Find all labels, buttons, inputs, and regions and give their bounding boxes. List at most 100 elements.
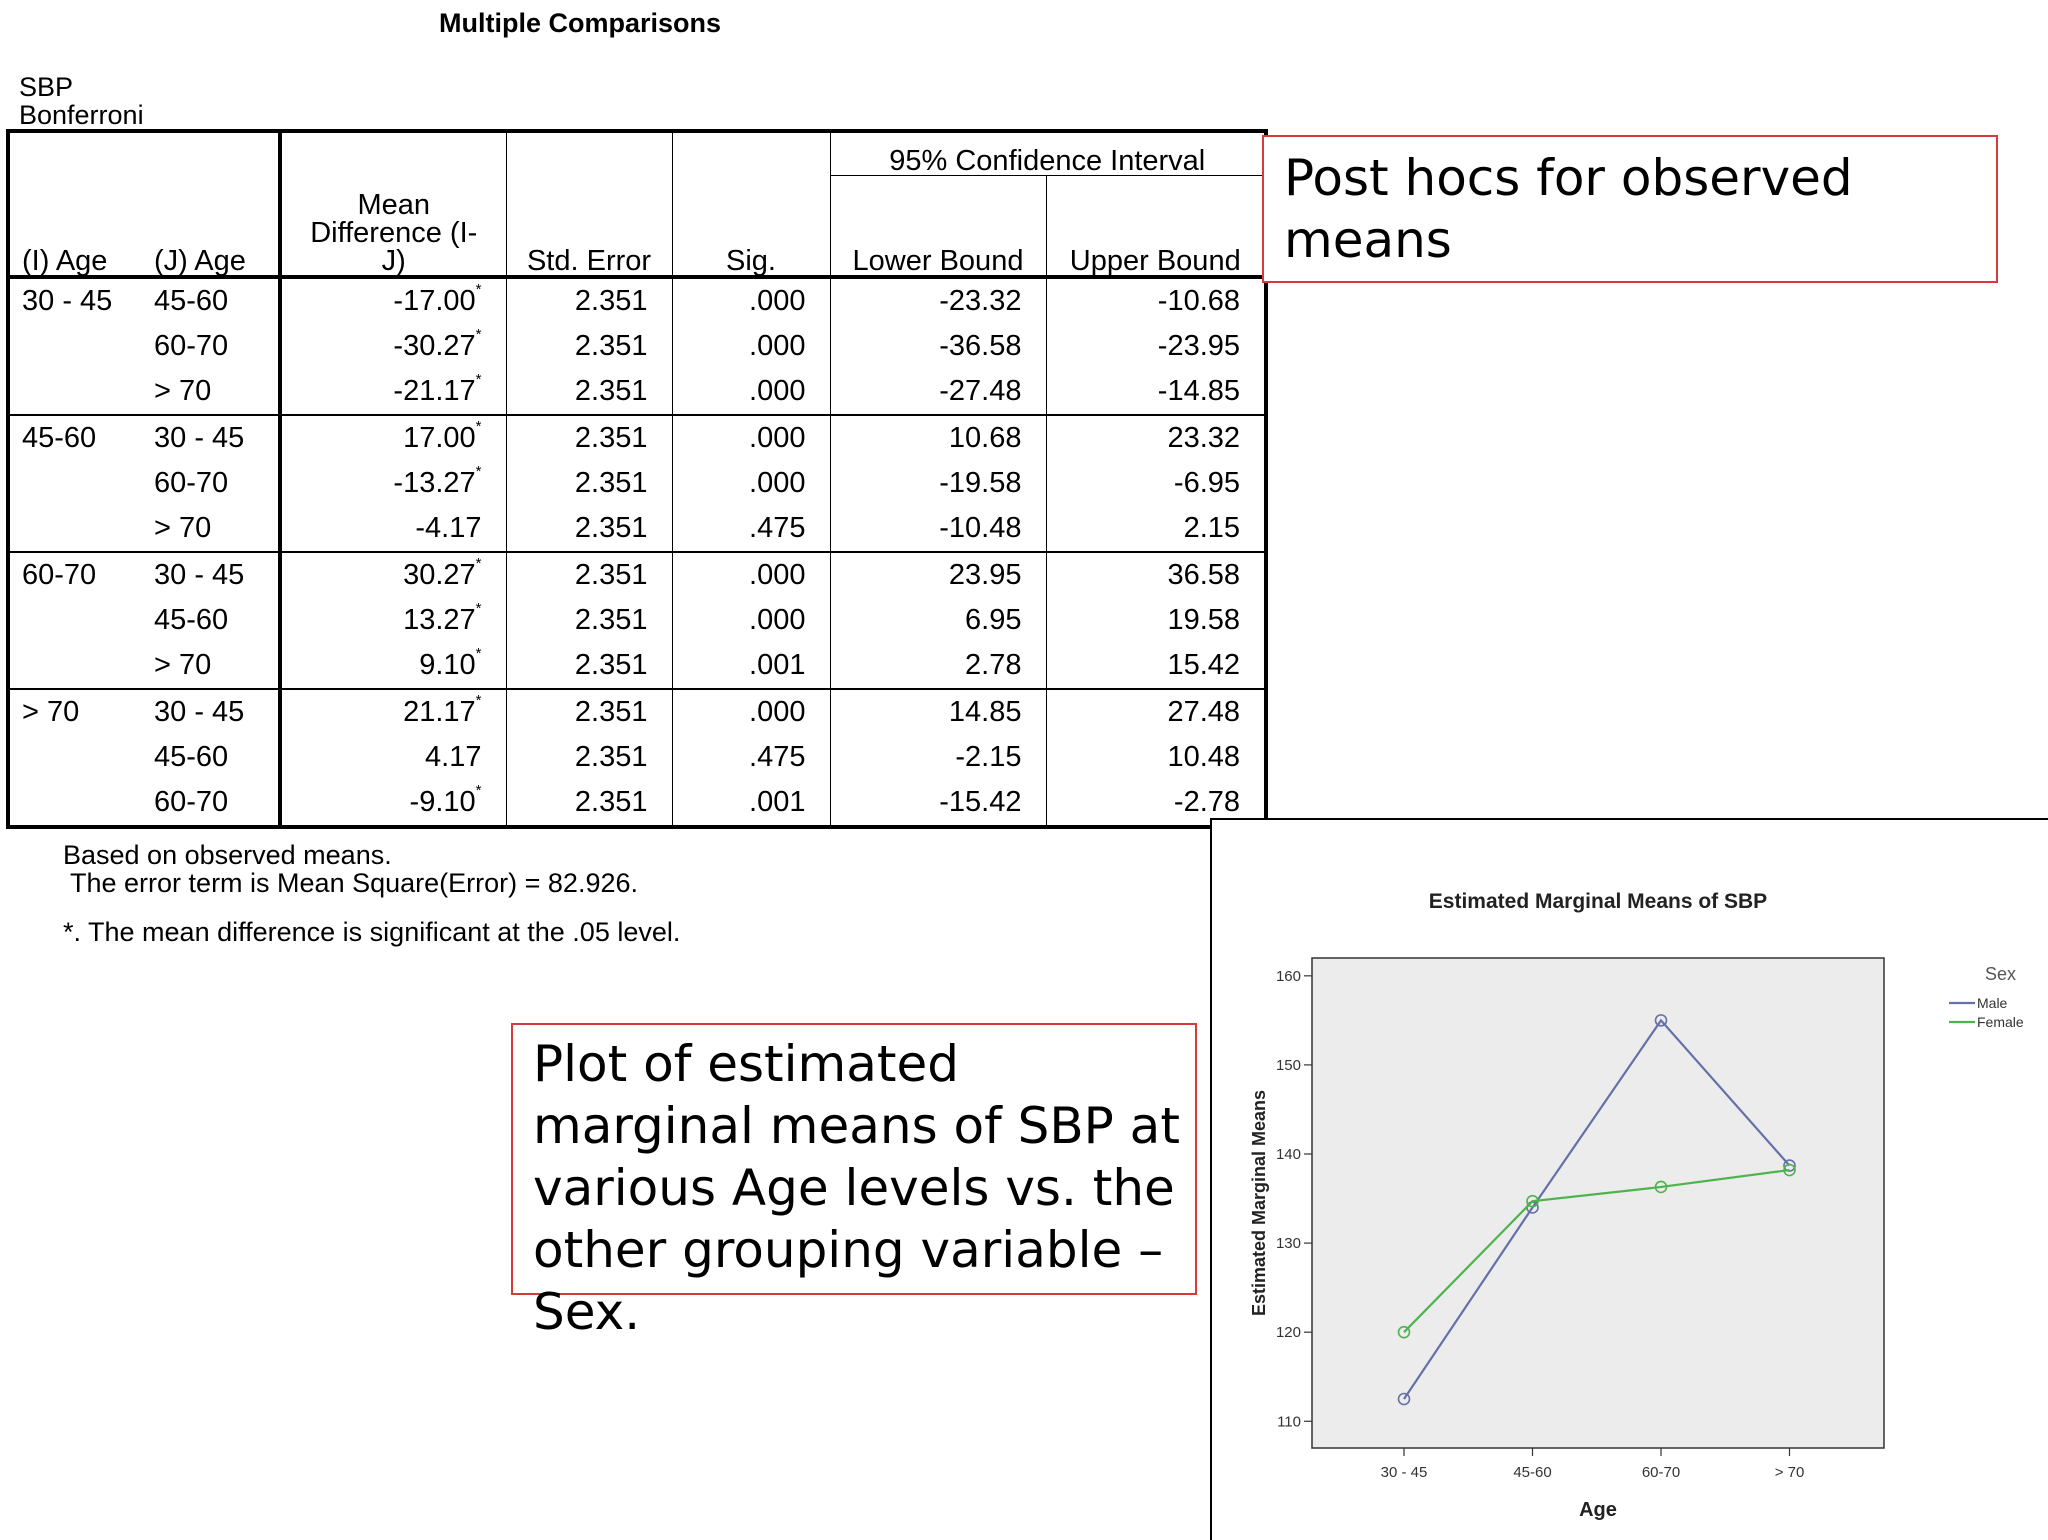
j-age-cell: > 70 — [142, 369, 282, 416]
lower-bound-cell: -15.42 — [829, 780, 1046, 827]
significance-marker: * — [475, 371, 482, 388]
y-tick-label: 120 — [1276, 1324, 1301, 1341]
i-age-cell — [8, 461, 142, 506]
j-age-cell-text: > 70 — [154, 375, 212, 407]
upper-bound-cell-text: -10.68 — [1157, 285, 1241, 317]
x-tick-label: 45-60 — [1513, 1464, 1551, 1481]
mean-difference-cell: -9.10* — [280, 780, 506, 827]
callout-plot: Plot of estimated marginal means of SBP … — [511, 1023, 1197, 1341]
std-error-cell-text: 2.351 — [574, 285, 648, 317]
std-error-cell: 2.351 — [505, 552, 672, 598]
j-age-cell: 60-70 — [142, 324, 282, 369]
upper-bound-cell-text: 36.58 — [1167, 559, 1241, 591]
significance-marker: * — [475, 418, 482, 435]
i-age-cell — [8, 324, 142, 369]
mean-difference-cell: 4.17 — [280, 735, 506, 780]
std-error-cell-text: 2.351 — [574, 741, 648, 773]
j-age-cell-text: 45-60 — [154, 741, 229, 773]
table-row: 60-70 -13.27* 2.351 .000 -19.58 -6.95 — [8, 461, 1267, 506]
i-age-cell — [8, 598, 142, 643]
lower-bound-cell-text: 14.85 — [948, 696, 1022, 728]
lower-bound-cell: 2.78 — [829, 643, 1046, 690]
callout-plot-text: Plot of estimated marginal means of SBP … — [533, 1035, 1180, 1341]
y-tick-label: 130 — [1276, 1235, 1301, 1252]
lower-bound-cell: -23.32 — [829, 277, 1046, 324]
i-age-cell-text: 60-70 — [22, 559, 97, 591]
significance-marker: * — [475, 326, 482, 343]
significance-marker: * — [475, 645, 482, 662]
i-age-cell — [8, 780, 142, 827]
upper-bound-cell: -6.95 — [1045, 461, 1267, 506]
x-tick-label: > 70 — [1775, 1464, 1805, 1481]
sig-cell: .000 — [671, 324, 830, 369]
j-age-cell: 60-70 — [142, 461, 282, 506]
header-i-age: (I) Age — [8, 131, 142, 279]
i-age-cell: 60-70 — [8, 552, 142, 598]
table-title: Multiple Comparisons — [438, 8, 722, 38]
sig-cell: .475 — [671, 735, 830, 780]
y-tick-label: 140 — [1276, 1146, 1301, 1163]
y-axis-label: Estimated Marginal Means — [1249, 1090, 1269, 1316]
table-row: 45-60 4.17 2.351 .475 -2.15 10.48 — [8, 735, 1267, 780]
std-error-cell-text: 2.351 — [574, 330, 648, 362]
std-error-cell: 2.351 — [505, 780, 672, 827]
series-line-male — [1403, 1018, 1791, 1400]
upper-bound-cell: 27.48 — [1045, 689, 1267, 735]
x-tick-label: 60-70 — [1642, 1464, 1680, 1481]
header-sig: Sig. — [671, 131, 830, 279]
sig-cell-text: .001 — [749, 786, 806, 818]
lower-bound-cell: -27.48 — [829, 369, 1046, 416]
std-error-cell: 2.351 — [505, 735, 672, 780]
significance-marker: * — [475, 281, 482, 298]
sig-cell-text: .000 — [749, 375, 806, 407]
table-row: 60-70 -9.10* 2.351 .001 -15.42 -2.78 — [8, 780, 1267, 827]
header-mean-difference: Mean Difference (I-J) — [280, 131, 506, 279]
lower-bound-cell-text: -36.58 — [939, 330, 1022, 362]
j-age-cell: 45-60 — [142, 598, 282, 643]
table-row: 60-70 30 - 45 30.27* 2.351 .000 23.95 36.58 — [8, 552, 1267, 598]
mean-difference-cell-text: -4.17 — [415, 512, 482, 544]
y-tick-label: 150 — [1276, 1057, 1301, 1074]
upper-bound-cell-text: 10.48 — [1167, 741, 1241, 773]
j-age-cell: 30 - 45 — [142, 415, 282, 461]
j-age-cell-text: 30 - 45 — [154, 422, 245, 454]
data-point-male — [1397, 1392, 1411, 1406]
i-age-cell: > 70 — [8, 689, 142, 735]
table-row: 45-60 30 - 45 17.00* 2.351 .000 10.68 23.32 — [8, 415, 1267, 461]
table-row: 30 - 45 45-60 -17.00* 2.351 .000 -23.32 -10.68 — [8, 277, 1267, 324]
sig-cell: .000 — [671, 461, 830, 506]
lower-bound-cell-text: 2.78 — [965, 649, 1022, 681]
table-row: > 70 -4.17 2.351 .475 -10.48 2.15 — [8, 506, 1267, 553]
callout-posthoc: Post hocs for observed means — [1262, 135, 1998, 283]
data-point-female — [1397, 1325, 1411, 1339]
mean-difference-cell-text: 9.10 — [419, 649, 476, 681]
table-row: > 70 30 - 45 21.17* 2.351 .000 14.85 27.48 — [8, 689, 1267, 735]
mean-difference-cell-text: -13.27 — [393, 467, 476, 499]
data-point-female — [1526, 1194, 1539, 1208]
i-age-cell: 45-60 — [8, 415, 142, 461]
mean-difference-cell-text: 21.17 — [403, 696, 476, 728]
sig-cell: .000 — [671, 369, 830, 416]
lower-bound-cell: -2.15 — [829, 735, 1046, 780]
sig-cell: .000 — [671, 552, 830, 598]
sig-cell: .001 — [671, 780, 830, 827]
mean-difference-cell-text: -9.10 — [409, 786, 476, 818]
std-error-cell: 2.351 — [505, 324, 672, 369]
sig-cell-text: .001 — [749, 649, 806, 681]
sig-cell-text: .000 — [749, 330, 806, 362]
data-point-male — [1654, 1014, 1668, 1027]
std-error-cell-text: 2.351 — [574, 696, 648, 728]
chart-title: Estimated Marginal Means of SBP — [1429, 890, 1767, 913]
lower-bound-cell: 23.95 — [829, 552, 1046, 598]
x-axis-label: Age — [1579, 1499, 1617, 1521]
lower-bound-cell-text: 6.95 — [965, 604, 1022, 636]
mean-difference-cell-text: -30.27 — [393, 330, 476, 362]
std-error-cell: 2.351 — [505, 506, 672, 553]
j-age-cell: 45-60 — [142, 277, 282, 324]
i-age-cell — [8, 506, 142, 553]
significance-marker: * — [475, 555, 482, 572]
j-age-cell-text: 45-60 — [154, 285, 229, 317]
mean-difference-cell: -4.17 — [280, 506, 506, 553]
lower-bound-cell: 6.95 — [829, 598, 1046, 643]
y-tick-label: 160 — [1276, 968, 1301, 985]
